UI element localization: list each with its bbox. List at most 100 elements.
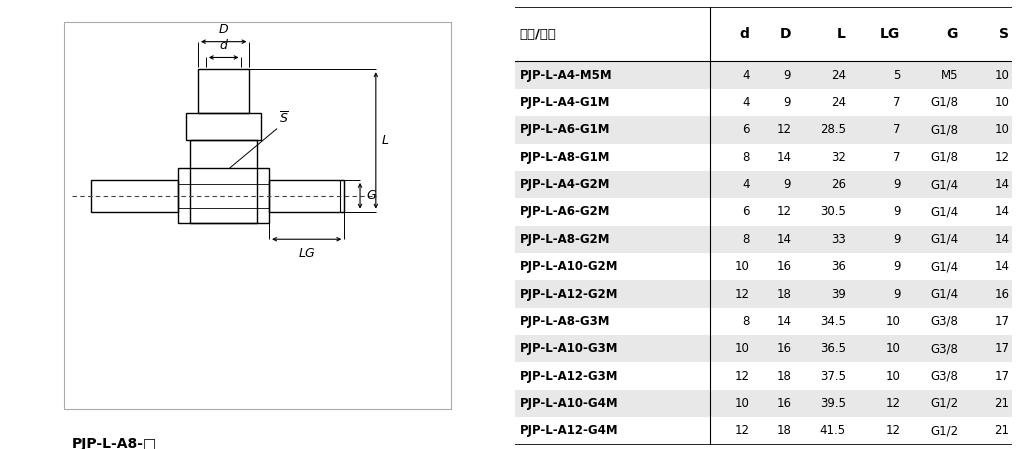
Text: PJP-L-A4-G1M: PJP-L-A4-G1M [520,96,610,109]
Text: G1/4: G1/4 [930,178,958,191]
Text: PJP-L-A10-G2M: PJP-L-A10-G2M [520,260,619,273]
Text: G1/4: G1/4 [930,233,958,246]
Text: 9: 9 [893,233,901,246]
Text: 21: 21 [995,397,1010,410]
Bar [515,417,1012,445]
Text: M5: M5 [941,69,958,82]
Text: 10: 10 [735,397,750,410]
Text: d: d [740,27,750,41]
Text: 10: 10 [886,370,901,383]
Text: 10: 10 [995,69,1010,82]
Text: 14: 14 [995,206,1010,219]
Text: 32: 32 [830,151,846,164]
Bar [515,335,1012,362]
Text: 34.5: 34.5 [819,315,846,328]
Text: 10: 10 [735,260,750,273]
Text: G1/4: G1/4 [930,206,958,219]
Text: 36.5: 36.5 [819,342,846,355]
Text: L: L [837,27,846,41]
Text: G3/8: G3/8 [930,342,958,355]
Text: 5: 5 [893,69,901,82]
Text: 10: 10 [886,315,901,328]
Text: PJP-L-A4-G2M: PJP-L-A4-G2M [520,178,610,191]
Text: 12: 12 [995,151,1010,164]
Text: 10: 10 [735,342,750,355]
Text: 14: 14 [995,233,1010,246]
Text: PJP-L-A10-G4M: PJP-L-A10-G4M [520,397,619,410]
Text: G1/4: G1/4 [930,287,958,300]
Bar [515,144,1012,171]
Text: 12: 12 [886,397,901,410]
Text: 18: 18 [776,287,791,300]
Text: 39.5: 39.5 [819,397,846,410]
Text: G: G [366,189,376,202]
Bar [198,69,250,113]
Bar [191,141,257,224]
Text: 8: 8 [742,233,750,246]
Bar [515,89,1012,116]
Text: 21: 21 [995,424,1010,437]
Text: 8: 8 [742,151,750,164]
Text: 7: 7 [893,151,901,164]
Text: 12: 12 [886,424,901,437]
Text: 14: 14 [776,315,791,328]
Bar [515,7,1012,62]
Text: G1/8: G1/8 [930,151,958,164]
Bar [515,171,1012,198]
Text: PJP-L-A6-G2M: PJP-L-A6-G2M [520,206,610,219]
Bar [178,168,269,224]
Text: 4: 4 [742,96,750,109]
Text: D: D [780,27,791,41]
Text: L: L [382,134,389,147]
Text: 9: 9 [893,260,901,273]
Text: 39: 39 [830,287,846,300]
Bar [515,362,1012,390]
Text: 4: 4 [742,178,750,191]
Text: 37.5: 37.5 [819,370,846,383]
Text: S: S [1000,27,1010,41]
Text: 24: 24 [830,69,846,82]
Text: G1/2: G1/2 [930,424,958,437]
Text: PJP-L-A10-G3M: PJP-L-A10-G3M [520,342,619,355]
Text: 12: 12 [776,123,791,136]
Text: G3/8: G3/8 [930,370,958,383]
Text: 9: 9 [784,69,791,82]
Text: PJP-L-A12-G2M: PJP-L-A12-G2M [520,287,619,300]
Text: PJP-L-A8-□: PJP-L-A8-□ [71,437,157,449]
Text: LG: LG [299,247,315,260]
Text: G3/8: G3/8 [930,315,958,328]
Bar [269,180,344,211]
Text: 10: 10 [995,123,1010,136]
Text: 18: 18 [776,424,791,437]
Text: 41.5: 41.5 [819,424,846,437]
Bar [515,308,1012,335]
Text: 17: 17 [995,315,1010,328]
Text: 12: 12 [776,206,791,219]
Bar [515,280,1012,308]
Text: 6: 6 [742,123,750,136]
Text: PJP-L-A12-G3M: PJP-L-A12-G3M [520,370,619,383]
Text: PJP-L-A6-G1M: PJP-L-A6-G1M [520,123,610,136]
Text: G1/4: G1/4 [930,260,958,273]
Text: LG: LG [880,27,901,41]
Text: 14: 14 [776,233,791,246]
Bar [340,180,344,211]
Text: 24: 24 [830,96,846,109]
Text: 9: 9 [893,178,901,191]
Text: 12: 12 [735,370,750,383]
Text: 16: 16 [776,397,791,410]
Text: 9: 9 [784,96,791,109]
Text: D: D [219,23,228,36]
Text: 17: 17 [995,342,1010,355]
Text: 33: 33 [832,233,846,246]
Text: $\overline{S}$: $\overline{S}$ [279,111,289,127]
Text: 30.5: 30.5 [820,206,846,219]
Text: 16: 16 [776,260,791,273]
Text: 8: 8 [742,315,750,328]
Text: 36: 36 [830,260,846,273]
Text: PJP-L-A4-M5M: PJP-L-A4-M5M [520,69,612,82]
Text: 10: 10 [995,96,1010,109]
Text: 12: 12 [735,424,750,437]
Text: G1/8: G1/8 [930,96,958,109]
Text: PJP-L-A8-G2M: PJP-L-A8-G2M [520,233,610,246]
